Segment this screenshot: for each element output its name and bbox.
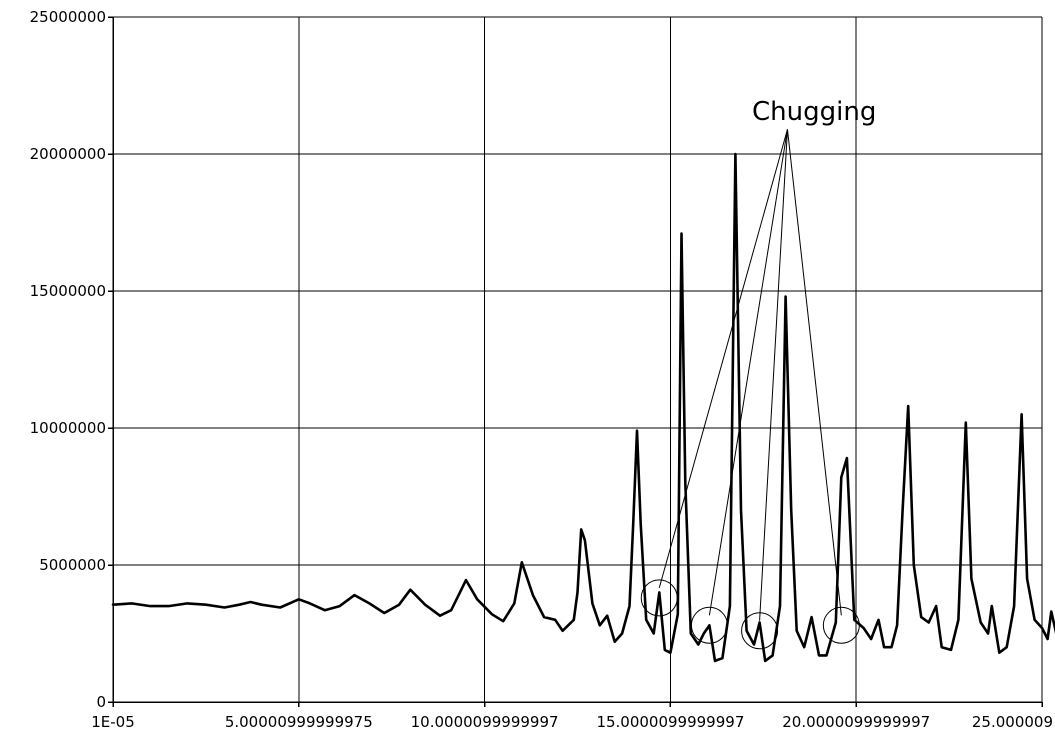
annotation-leader-line — [759, 129, 788, 621]
y-tick-labels: 0 5000000 10000000 15000000 20000000 25000000 — [30, 8, 106, 711]
annotation-leader-line — [708, 129, 788, 616]
x-tick-label: 25.000009 — [972, 713, 1053, 731]
axes — [108, 16, 1043, 707]
x-tick-label: 1E-05 — [91, 713, 135, 731]
annotation-circle — [741, 612, 779, 650]
y-tick-label: 15000000 — [30, 282, 106, 300]
annotation-circle — [690, 606, 728, 644]
x-tick-labels: 1E-05 5.00000999999975 10.0000099999997 15.… — [91, 713, 1053, 731]
x-tick-label: 20.0000099999997 — [782, 713, 930, 731]
x-tick-label: 10.0000099999997 — [411, 713, 559, 731]
y-tick-label: 0 — [96, 693, 106, 711]
annotation-leader-line — [786, 129, 842, 616]
y-tick-label: 20000000 — [30, 145, 106, 163]
gridlines — [112, 16, 1043, 703]
y-tick-label: 10000000 — [30, 419, 106, 437]
annotation-leader-line — [658, 129, 788, 589]
y-tick-label: 25000000 — [30, 8, 106, 26]
x-tick-label: 5.00000999999975 — [225, 713, 373, 731]
series-line — [111, 152, 1055, 663]
x-tick-label: 15.0000099999997 — [596, 713, 744, 731]
annotation-circle — [640, 579, 678, 617]
annotation-label: Chugging — [752, 97, 876, 127]
series-group — [111, 152, 1055, 663]
y-tick-label: 5000000 — [39, 556, 106, 574]
annotation-circle — [822, 606, 860, 644]
annotation-group: Chugging — [640, 97, 876, 650]
